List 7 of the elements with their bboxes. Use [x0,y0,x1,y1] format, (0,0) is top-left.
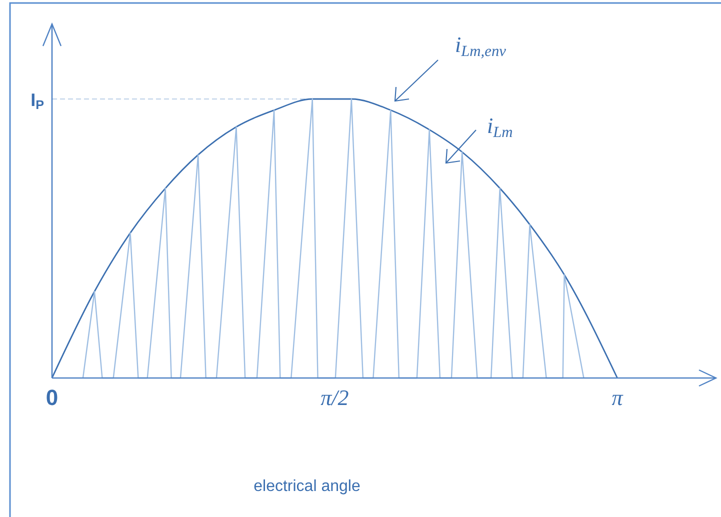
x-tick-label: π/2 [320,385,349,410]
text: i$_{Lm,env}$ [455,32,506,60]
x-tick-label: 0 [46,385,58,410]
x-tick-label: π [612,385,624,410]
series-label: i$_{Lm}$ [487,113,513,141]
ref-line-label: I$_{P}$ [30,90,44,112]
x-axis-title: electrical angle [254,478,360,495]
